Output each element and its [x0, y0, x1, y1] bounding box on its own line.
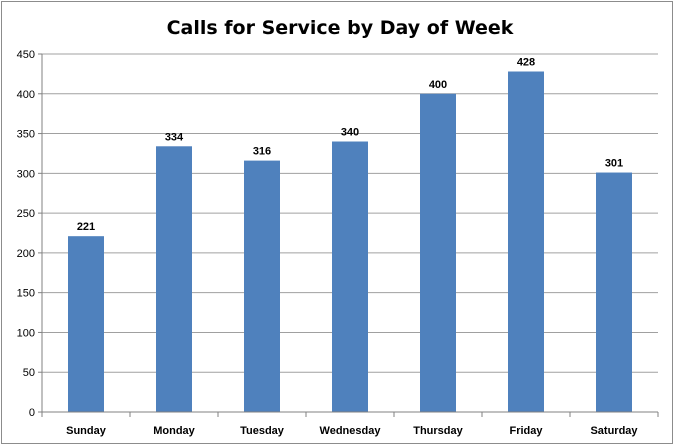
bar-friday [508, 71, 544, 412]
data-label: 400 [429, 79, 447, 91]
y-axis-tick-labels: 0 50 100 150 200 250 300 350 400 450 [17, 49, 35, 419]
x-axis-tick-labels: Sunday Monday Tuesday Wednesday Thursday Frid… [66, 425, 638, 437]
x-tick-label: Sunday [66, 425, 107, 437]
x-tick-label: Monday [153, 425, 195, 437]
x-tick-label: Tuesday [240, 425, 285, 437]
data-label: 221 [77, 221, 95, 233]
data-label: 316 [253, 146, 271, 158]
axes [41, 54, 659, 417]
chart-title: Calls for Service by Day of Week [167, 17, 514, 39]
y-tick-label: 250 [17, 208, 35, 220]
data-labels: 221 334 316 340 400 428 301 [77, 57, 623, 234]
data-label: 334 [165, 131, 184, 143]
bar-saturday [596, 172, 632, 412]
data-label: 340 [341, 127, 359, 139]
x-tick-label: Friday [509, 425, 543, 437]
y-tick-label: 450 [17, 49, 35, 61]
y-tick-label: 200 [17, 248, 35, 260]
y-tick-label: 150 [17, 288, 35, 300]
y-tick-label: 300 [17, 168, 35, 180]
x-tick-label: Thursday [413, 425, 463, 437]
y-tick-label: 100 [17, 327, 35, 339]
bars [68, 71, 632, 413]
data-label: 428 [517, 57, 535, 69]
x-tick-label: Saturday [590, 425, 638, 437]
x-tick-label: Wednesday [320, 425, 382, 437]
y-tick-label: 400 [17, 89, 35, 101]
y-tick-label: 350 [17, 129, 35, 141]
bar-monday [156, 146, 192, 413]
data-label: 301 [605, 158, 623, 170]
bar-thursday [420, 93, 456, 413]
bar-sunday [68, 236, 104, 412]
y-tick-label: 50 [23, 367, 35, 379]
bar-wednesday [332, 141, 368, 412]
y-tick-label: 0 [29, 407, 35, 419]
bar-tuesday [244, 160, 280, 412]
